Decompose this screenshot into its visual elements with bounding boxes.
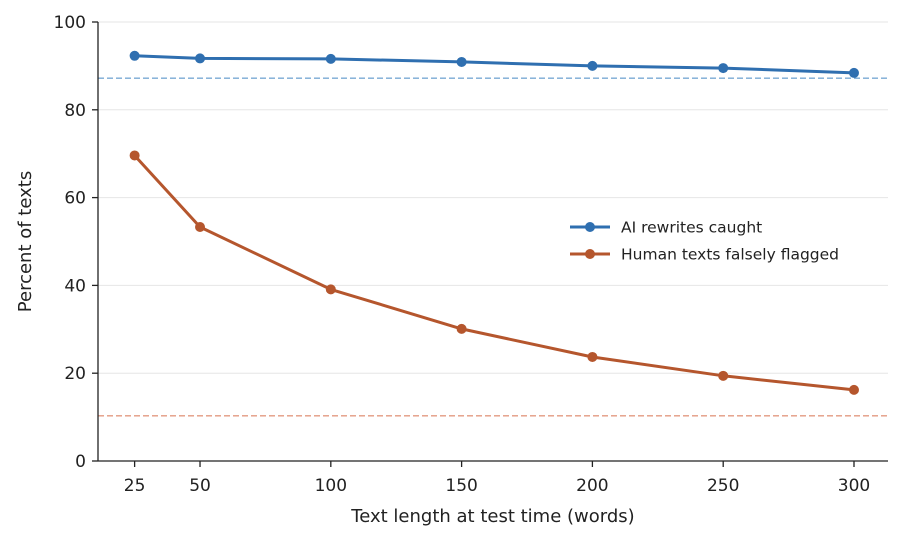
ticks: 0 20 40 60 80 100 25 50 100 150 200 250 300 bbox=[54, 13, 871, 496]
data-point bbox=[587, 60, 598, 71]
axes bbox=[97, 22, 888, 462]
series-line-1 bbox=[133, 154, 855, 392]
y-tick-label: 60 bbox=[64, 189, 86, 209]
gridlines bbox=[98, 21, 888, 374]
series-group bbox=[129, 50, 859, 395]
x-tick-label: 300 bbox=[838, 476, 870, 496]
legend: AI rewrites caught Human texts falsely fl… bbox=[570, 219, 839, 264]
data-point bbox=[456, 56, 467, 67]
data-point bbox=[325, 53, 336, 64]
data-point bbox=[848, 384, 859, 395]
y-tick-label: 20 bbox=[64, 364, 86, 384]
y-axis-title: Percent of texts bbox=[15, 171, 36, 312]
data-point bbox=[195, 53, 206, 64]
data-point bbox=[848, 67, 859, 78]
y-tick-label: 40 bbox=[64, 276, 86, 296]
reference-lines bbox=[98, 77, 888, 417]
data-point bbox=[718, 63, 729, 74]
data-point bbox=[129, 50, 140, 61]
x-axis-title: Text length at test time (words) bbox=[350, 506, 634, 527]
legend-swatch-marker bbox=[585, 249, 595, 259]
data-point bbox=[195, 222, 206, 233]
x-tick-label: 200 bbox=[576, 476, 608, 496]
x-tick-label: 25 bbox=[124, 476, 146, 496]
legend-label: AI rewrites caught bbox=[621, 219, 762, 237]
data-point bbox=[587, 351, 598, 362]
x-tick-label: 150 bbox=[445, 476, 477, 496]
x-tick-label: 50 bbox=[189, 476, 211, 496]
data-point bbox=[325, 284, 336, 295]
y-tick-label: 100 bbox=[54, 13, 86, 33]
data-point bbox=[718, 370, 729, 381]
data-point bbox=[129, 150, 140, 161]
data-point bbox=[456, 323, 467, 334]
x-tick-label: 250 bbox=[707, 476, 739, 496]
y-tick-label: 0 bbox=[75, 452, 86, 472]
y-tick-label: 80 bbox=[64, 101, 86, 121]
x-tick-label: 100 bbox=[315, 476, 347, 496]
legend-label: Human texts falsely flagged bbox=[621, 246, 839, 264]
legend-swatch-marker bbox=[585, 222, 595, 232]
series-line-0 bbox=[134, 54, 855, 75]
